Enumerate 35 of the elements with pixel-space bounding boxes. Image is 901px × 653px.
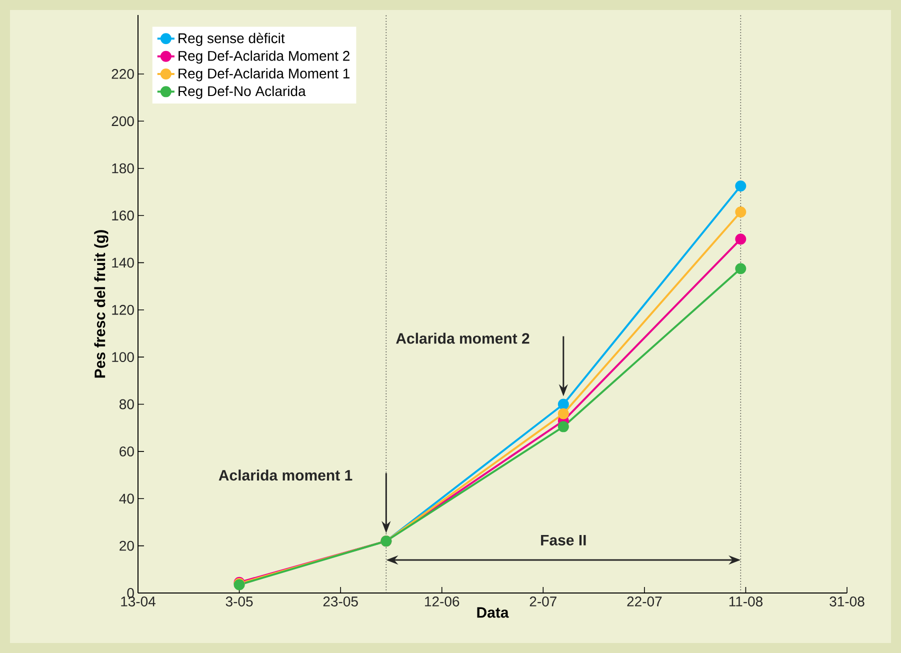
annotation: Fase II xyxy=(541,535,586,546)
point xyxy=(558,421,569,432)
y-tick-label: 100 xyxy=(112,352,134,362)
x-tick-label: 11-08 xyxy=(729,596,763,606)
y-tick-label: 140 xyxy=(112,258,134,268)
annotation: Aclarida moment 1 xyxy=(218,470,352,481)
legend-label: Reg Def-No Aclarida xyxy=(178,86,306,99)
x-tick-label: 12-06 xyxy=(425,596,460,606)
point xyxy=(735,263,746,274)
point xyxy=(735,180,746,192)
x-tick-label: 31-08 xyxy=(830,596,864,606)
x-tick-label: 13-04 xyxy=(121,596,156,606)
point xyxy=(558,408,569,420)
y-tick-label: 60 xyxy=(120,446,134,456)
annotation: Aclarida moment 2 xyxy=(396,332,530,344)
x-tick-label: 22-07 xyxy=(627,596,662,606)
y-tick-label: 80 xyxy=(120,399,134,410)
x-axis-title: Data xyxy=(477,607,509,618)
y-tick-label: 40 xyxy=(119,494,134,504)
x-tick-label: 3-05 xyxy=(226,596,253,606)
y-tick-label: 220 xyxy=(112,69,134,79)
y-tick-label: 200 xyxy=(112,116,134,126)
point xyxy=(735,234,746,245)
legend-label: Reg sense dèficit xyxy=(178,32,285,46)
y-tick-label: 180 xyxy=(112,163,134,174)
y-tick-label: 20 xyxy=(120,540,134,551)
point xyxy=(558,398,569,410)
x-tick-label: 2-07 xyxy=(530,596,556,606)
y-tick-label: 160 xyxy=(112,210,134,220)
point xyxy=(735,206,746,218)
legend-label: Reg Def-Aclarida Moment 2 xyxy=(178,50,350,64)
x-tick-label: 23-05 xyxy=(323,596,358,606)
y-tick-label: 120 xyxy=(112,304,134,315)
y-axis-title: Pes fresc del fruit (g) xyxy=(94,230,108,378)
legend-label: Reg Def-Aclarida Moment 1 xyxy=(178,68,350,82)
